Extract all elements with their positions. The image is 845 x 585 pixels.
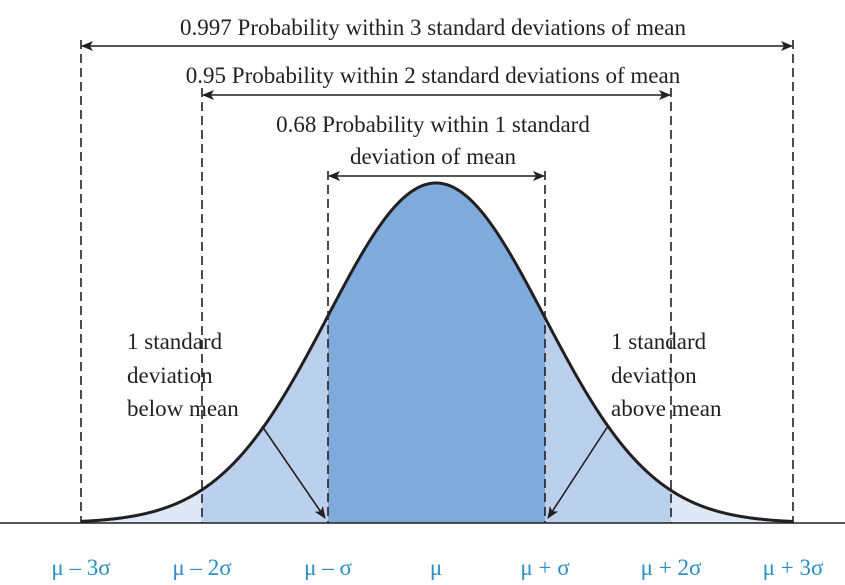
tick-mu-plus-2-sigma: μ + 2σ xyxy=(641,555,702,580)
above-mean-line-3: above mean xyxy=(611,396,722,421)
tick-mu-minus-3-sigma: μ – 3σ xyxy=(51,555,111,580)
tick-mu: μ xyxy=(430,555,442,580)
tick-mu-minus-2-sigma: μ – 2σ xyxy=(172,555,232,580)
region-within-one-sigma xyxy=(328,183,545,523)
tick-mu-minus-sigma: μ – σ xyxy=(304,555,352,580)
above-mean-line-2: deviation xyxy=(611,363,697,388)
above-mean-pointer-arrow xyxy=(547,425,609,519)
above-mean-annotation: 1 standard deviation above mean xyxy=(611,329,722,421)
tick-mu-plus-sigma: μ + σ xyxy=(520,555,570,580)
one-sigma-label-line-2: deviation of mean xyxy=(350,144,517,169)
one-sigma-label-line-1: 0.68 Probability within 1 standard xyxy=(276,112,590,137)
below-mean-pointer-arrow xyxy=(261,425,326,519)
above-mean-line-1: 1 standard xyxy=(611,329,707,354)
bell-curve xyxy=(80,181,794,523)
below-mean-line-3: below mean xyxy=(127,396,239,421)
tick-mu-plus-3-sigma: μ + 3σ xyxy=(763,555,824,580)
below-mean-line-1: 1 standard xyxy=(127,329,223,354)
two-sigma-label: 0.95 Probability within 2 standard devia… xyxy=(186,63,681,88)
below-mean-line-2: deviation xyxy=(127,363,213,388)
three-sigma-label: 0.997 Probability within 3 standard devi… xyxy=(180,15,686,40)
below-mean-annotation: 1 standard deviation below mean xyxy=(127,329,239,421)
